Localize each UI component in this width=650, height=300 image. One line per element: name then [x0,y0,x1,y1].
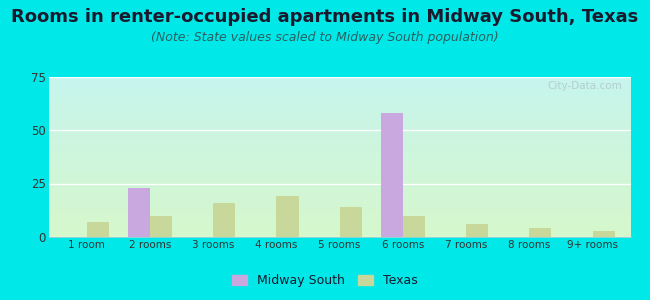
Text: City-Data.com: City-Data.com [547,81,622,91]
Bar [150,216,172,237]
Text: (Note: State values scaled to Midway South population): (Note: State values scaled to Midway Sou… [151,32,499,44]
Bar [339,207,362,237]
Legend: Midway South, Texas: Midway South, Texas [229,270,421,291]
Bar [403,216,425,237]
Bar [466,224,488,237]
Bar [529,228,551,237]
Bar [86,222,109,237]
Bar [593,231,615,237]
Bar [276,196,298,237]
Bar [213,203,235,237]
Bar [128,188,150,237]
Text: Rooms in renter-occupied apartments in Midway South, Texas: Rooms in renter-occupied apartments in M… [12,8,638,26]
Bar [381,113,403,237]
